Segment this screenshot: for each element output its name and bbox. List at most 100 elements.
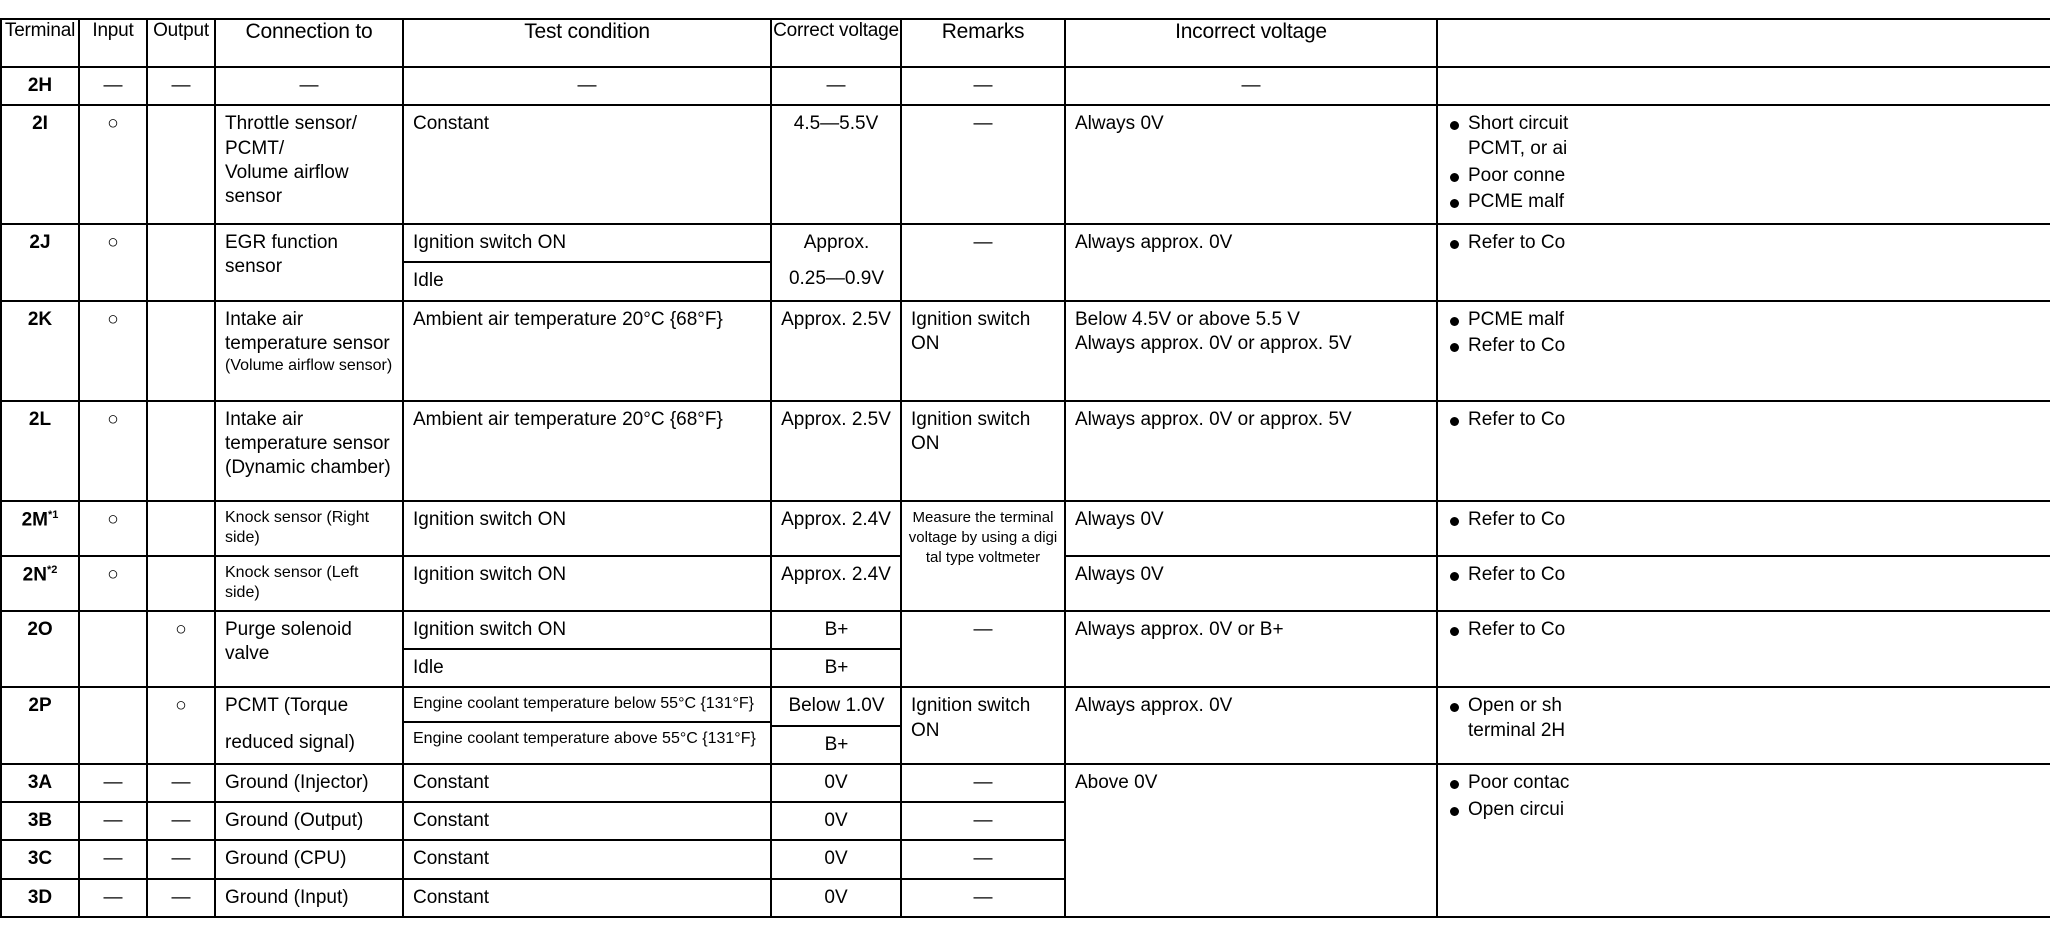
cell-incorrect-voltage: Always 0V (1064, 554, 1438, 612)
cell-correct-voltage: Below 1.0V B+ (770, 686, 902, 765)
table-row: 2P ○ PCMT (Torque reduced signal) Engine… (0, 686, 2050, 765)
possible-cause-list (1438, 68, 2050, 80)
test-condition-text: Idle (413, 270, 444, 292)
incorrect-voltage-text: Below 4.5V or above 5.5 V Always approx.… (1066, 302, 1436, 363)
table-row: 2N*2 ○ Knock sensor (Left side) Ignition… (0, 554, 2050, 612)
incorrect-line: Always approx. 0V or approx. 5V (1075, 333, 1352, 354)
connection-text: Ground (Input) (225, 886, 349, 908)
connection-text: EGR function sensor (225, 232, 338, 278)
list-item: PCME malf (1448, 190, 2044, 215)
cell-output: — (146, 801, 216, 842)
cell-correct-voltage: 0V (770, 801, 902, 842)
remarks-text: — (973, 810, 993, 832)
output-marker: — (171, 848, 191, 870)
incorrect-voltage-text: Always approx. 0V (1075, 232, 1233, 254)
cause-text: PCME malf (1468, 308, 1565, 330)
cell-test-condition: Constant (402, 839, 772, 880)
possible-cause-list: Poor contac Open circui (1438, 765, 2050, 830)
cell-possible-cause: Refer to Co (1436, 554, 2050, 612)
cell-connection: Knock sensor (Right side) (214, 499, 404, 557)
remarks-line: Ignition switch (911, 308, 1031, 330)
incorrect-line: Below 4.5V or above 5.5 V (1075, 308, 1300, 330)
cell-output (146, 499, 216, 557)
table-row: 3D — — Ground (Input) Constant 0V — (0, 877, 2050, 919)
cell-incorrect-voltage: — (1064, 65, 1438, 107)
connection-line: PCMT/ (225, 137, 285, 159)
test-condition-text: Constant (413, 810, 490, 832)
output-marker (148, 225, 214, 237)
correct-voltage-text: B+ (824, 733, 849, 755)
cell-remarks: — (900, 223, 1066, 302)
cell-test-condition: Constant (402, 104, 772, 226)
table-row: 3A — — Ground (Injector) Constant 0V — A… (0, 762, 2050, 919)
cell-input: ○ (78, 299, 148, 402)
cell-output: — (146, 65, 216, 107)
cell-correct-voltage: 4.5—5.5V (770, 104, 902, 226)
remarks-text: — (973, 75, 993, 96)
table-row: 2H — — — — — — — (0, 65, 2050, 107)
cell-output (146, 104, 216, 226)
table-row: 2I ○ Throttle sensor/ PCMT/ Volume airfl… (0, 104, 2050, 226)
cell-incorrect-voltage: Always 0V (1064, 499, 1438, 557)
cell-test-condition: Ignition switch ON (402, 554, 772, 612)
list-item: Refer to Co (1448, 231, 2044, 256)
terminal-label: 3D (27, 886, 53, 908)
connection-line: reduced signal) (225, 731, 355, 753)
incorrect-voltage-text: Above 0V (1075, 771, 1158, 793)
list-item: Refer to Co (1448, 508, 2044, 533)
test-condition-text: Engine coolant temperature above 55°C {1… (413, 729, 756, 747)
test-condition-text: Constant (413, 848, 490, 870)
table-row: 2K ○ Intake air temperature sensor (Volu… (0, 299, 2050, 402)
correct-voltage-text: Approx. 2.4V (781, 563, 891, 585)
cell-possible-cause: Short circuit PCMT, or ai Poor conne PCME… (1436, 104, 2050, 226)
connection-text: PCMT (Torque reduced signal) (216, 688, 402, 761)
cell-remarks: — (900, 65, 1066, 107)
cell-input: — (78, 762, 148, 804)
cause-text: Poor conne (1468, 164, 1566, 186)
cell-incorrect-voltage: Always approx. 0V or approx. 5V (1064, 399, 1438, 502)
table-body: 2H — — — — — — — 2I ○ Throttle sensor/ P… (0, 65, 2050, 919)
cause-text: Short circuit (1468, 113, 1569, 135)
remarks-text: — (973, 848, 993, 870)
col-header-terminal: Terminal (0, 18, 80, 68)
cell-incorrect-voltage: Always approx. 0V or B+ (1064, 609, 1438, 689)
remarks-text: — (973, 618, 993, 640)
cell-possible-cause: Refer to Co (1436, 223, 2050, 302)
cell-remarks: Ignition switch ON (900, 299, 1066, 402)
list-item: Open or sh terminal 2H (1448, 694, 2044, 743)
correct-voltage-text: Approx. 2.4V (781, 508, 891, 530)
incorrect-voltage-text: — (1241, 75, 1261, 96)
cause-text: Refer to Co (1468, 618, 1566, 640)
cell-connection: — (214, 65, 404, 107)
remarks-text: — (973, 771, 993, 793)
cell-possible-cause: Refer to Co (1436, 399, 2050, 502)
cause-text: Refer to Co (1468, 563, 1566, 585)
output-marker: — (171, 886, 191, 908)
incorrect-voltage-text: Always approx. 0V (1075, 695, 1233, 717)
possible-cause-list: Open or sh terminal 2H (1438, 688, 2050, 751)
col-header-input: Input (78, 18, 148, 68)
correct-voltage-text: 0V (824, 810, 848, 832)
cell-connection: Ground (Injector) (214, 762, 404, 804)
cell-input: — (78, 801, 148, 842)
cell-connection: Ground (Output) (214, 801, 404, 842)
connection-line: Volume airflow sensor (225, 161, 349, 208)
cell-test-condition: Ambient air temperature 20°C {68°F} (402, 299, 772, 402)
input-marker: ○ (107, 408, 119, 430)
connection-line: (Volume airflow sensor) (225, 357, 393, 375)
cell-remarks: — (900, 762, 1066, 804)
cell-terminal: 3C (0, 839, 80, 880)
terminal-label: 2H (27, 75, 53, 96)
cell-output: ○ (146, 686, 216, 765)
cell-input: — (78, 65, 148, 107)
list-item: Poor contac (1448, 771, 2044, 796)
cell-correct-voltage: Approx. 0.25—0.9V (770, 223, 902, 302)
incorrect-voltage-text: Always 0V (1075, 113, 1164, 135)
input-marker: — (103, 771, 123, 793)
output-marker (148, 106, 214, 118)
remarks-text: Ignition switch ON (902, 402, 1064, 463)
correct-voltage-text: B+ (824, 656, 849, 678)
col-header-possible-cause (1436, 18, 2050, 68)
terminal-voltage-table: Terminal Input Output Connection to Test… (0, 18, 2050, 919)
cell-incorrect-voltage: Always approx. 0V (1064, 686, 1438, 765)
